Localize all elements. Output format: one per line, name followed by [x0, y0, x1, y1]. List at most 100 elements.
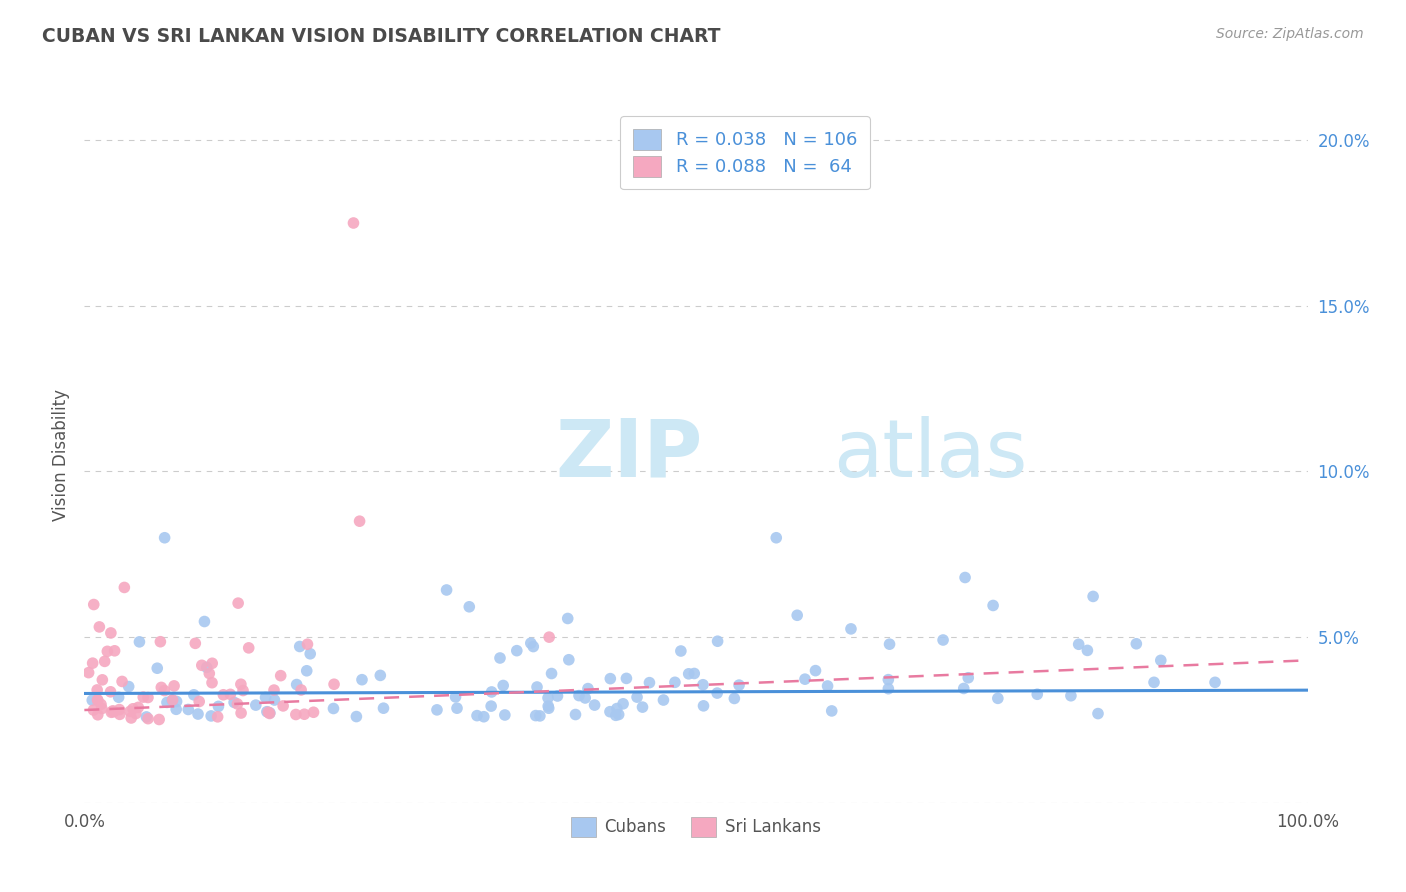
Point: [576, 681, 599, 696]
Point: [219, 687, 242, 701]
Point: [136, 712, 159, 726]
Point: [226, 596, 249, 610]
Point: [952, 681, 974, 696]
Point: [342, 216, 364, 230]
Point: [446, 701, 468, 715]
Point: [165, 702, 187, 716]
Point: [373, 701, 395, 715]
Point: [160, 693, 183, 707]
Point: [288, 640, 311, 654]
Point: [120, 705, 142, 719]
Point: [153, 683, 176, 698]
Point: [254, 690, 277, 705]
Point: [529, 709, 551, 723]
Point: [574, 690, 596, 705]
Point: [481, 685, 503, 699]
Point: [146, 661, 169, 675]
Point: [564, 707, 586, 722]
Point: [263, 693, 285, 707]
Point: [135, 710, 157, 724]
Point: [162, 693, 184, 707]
Point: [1087, 706, 1109, 721]
Point: [229, 677, 252, 691]
Point: [212, 688, 235, 702]
Point: [187, 707, 209, 722]
Point: [122, 702, 145, 716]
Point: [1076, 643, 1098, 657]
Point: [669, 644, 692, 658]
Text: atlas: atlas: [832, 416, 1028, 494]
Point: [198, 666, 221, 681]
Point: [957, 671, 980, 685]
Point: [100, 706, 122, 720]
Point: [270, 668, 292, 682]
Point: [166, 694, 188, 708]
Point: [606, 701, 628, 715]
Text: ZIP: ZIP: [555, 416, 703, 494]
Point: [537, 701, 560, 715]
Point: [583, 698, 606, 712]
Point: [150, 681, 173, 695]
Point: [953, 570, 976, 584]
Point: [436, 582, 458, 597]
Point: [723, 691, 745, 706]
Point: [981, 599, 1004, 613]
Point: [1204, 675, 1226, 690]
Point: [90, 698, 112, 712]
Point: [156, 695, 179, 709]
Point: [458, 599, 481, 614]
Point: [692, 698, 714, 713]
Point: [817, 679, 839, 693]
Point: [191, 658, 214, 673]
Point: [302, 705, 325, 719]
Point: [148, 713, 170, 727]
Point: [626, 690, 648, 705]
Point: [96, 644, 118, 658]
Point: [540, 666, 562, 681]
Point: [226, 697, 249, 711]
Point: [271, 698, 294, 713]
Point: [426, 703, 449, 717]
Point: [537, 699, 560, 714]
Point: [520, 636, 543, 650]
Point: [193, 615, 215, 629]
Point: [259, 706, 281, 721]
Point: [100, 685, 122, 699]
Point: [87, 707, 110, 722]
Point: [86, 693, 108, 707]
Point: [90, 701, 112, 715]
Point: [82, 656, 104, 670]
Point: [786, 608, 808, 623]
Point: [1026, 687, 1049, 701]
Point: [77, 665, 100, 680]
Point: [82, 703, 104, 717]
Point: [290, 683, 312, 698]
Point: [285, 677, 308, 691]
Point: [184, 636, 207, 650]
Point: [652, 693, 675, 707]
Point: [1067, 637, 1090, 651]
Point: [706, 686, 728, 700]
Point: [323, 677, 346, 691]
Point: [163, 679, 186, 693]
Point: [557, 611, 579, 625]
Point: [256, 705, 278, 719]
Point: [1143, 675, 1166, 690]
Point: [804, 664, 827, 678]
Point: [344, 709, 367, 723]
Point: [128, 635, 150, 649]
Point: [607, 707, 630, 722]
Point: [103, 705, 125, 719]
Point: [599, 705, 621, 719]
Point: [678, 666, 700, 681]
Point: [877, 673, 900, 687]
Point: [224, 695, 246, 709]
Point: [201, 657, 224, 671]
Point: [120, 711, 142, 725]
Legend: Cubans, Sri Lankans: Cubans, Sri Lankans: [565, 811, 827, 843]
Point: [284, 707, 307, 722]
Point: [547, 689, 569, 703]
Point: [444, 690, 467, 704]
Point: [149, 634, 172, 648]
Point: [195, 660, 218, 674]
